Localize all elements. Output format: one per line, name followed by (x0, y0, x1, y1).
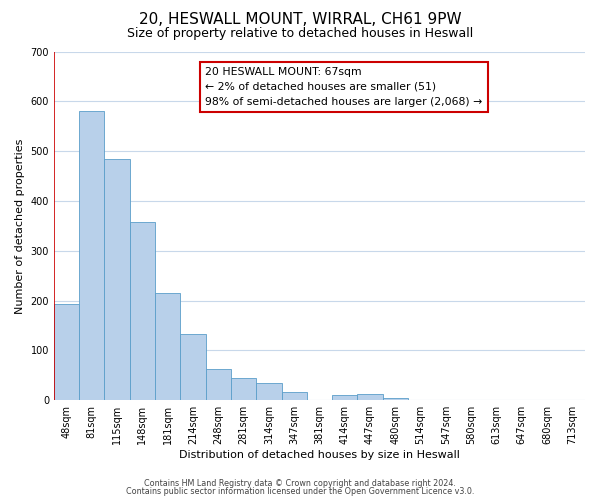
Text: 20, HESWALL MOUNT, WIRRAL, CH61 9PW: 20, HESWALL MOUNT, WIRRAL, CH61 9PW (139, 12, 461, 28)
Bar (54, 304, 79, 400)
Bar (155, 293, 181, 400)
Bar (104, 158, 130, 400)
Text: Size of property relative to detached houses in Heswall: Size of property relative to detached ho… (127, 28, 473, 40)
Bar (383, 398, 408, 400)
Bar (79, 112, 104, 400)
Bar (332, 394, 358, 400)
Y-axis label: Number of detached properties: Number of detached properties (15, 138, 25, 314)
Bar (231, 378, 256, 400)
X-axis label: Distribution of detached houses by size in Heswall: Distribution of detached houses by size … (179, 450, 460, 460)
Bar (358, 394, 383, 400)
Text: 20 HESWALL MOUNT: 67sqm
← 2% of detached houses are smaller (51)
98% of semi-det: 20 HESWALL MOUNT: 67sqm ← 2% of detached… (205, 67, 482, 107)
Bar (130, 222, 155, 400)
Bar (206, 369, 231, 400)
Text: Contains public sector information licensed under the Open Government Licence v3: Contains public sector information licen… (126, 487, 474, 496)
Bar (281, 392, 307, 400)
Text: Contains HM Land Registry data © Crown copyright and database right 2024.: Contains HM Land Registry data © Crown c… (144, 478, 456, 488)
Bar (256, 383, 281, 400)
Bar (181, 334, 206, 400)
